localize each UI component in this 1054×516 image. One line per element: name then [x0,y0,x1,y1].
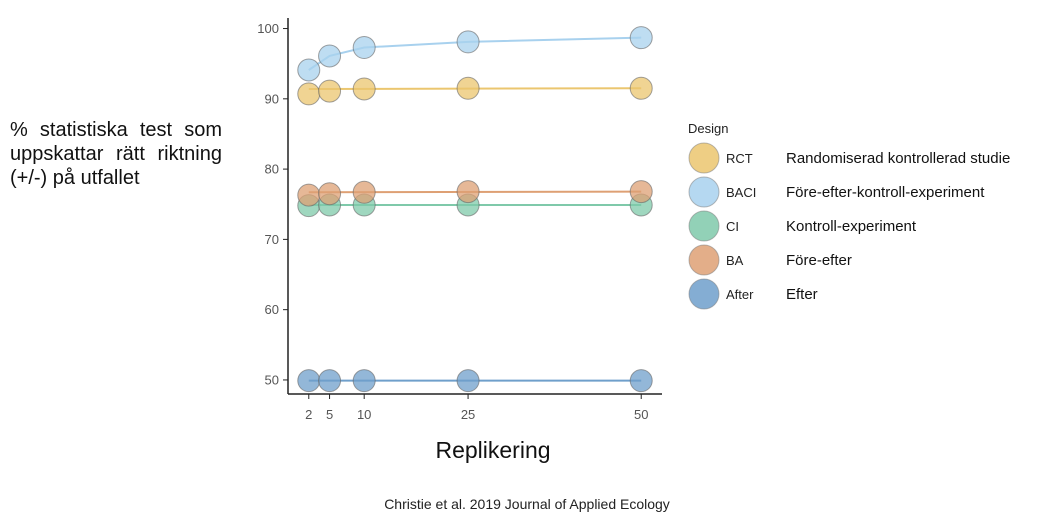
data-point-after [318,369,342,393]
legend-code-rct: RCT [726,151,753,166]
data-point-baci [352,36,376,60]
data-point-ba [318,182,342,206]
legend-label-baci: Före-efter-kontroll-experiment [786,184,985,201]
data-point-ba [297,183,321,207]
y-tick-label: 90 [265,91,279,106]
legend-code-ba: BA [726,253,744,268]
data-point-baci [297,58,321,82]
data-point-ba [629,180,653,204]
data-point-rct [456,76,480,100]
data-point-after [297,369,321,393]
y-tick-label: 50 [265,372,279,387]
citation-caption: Christie et al. 2019 Journal of Applied … [384,496,670,512]
x-tick-label: 5 [326,407,333,422]
axes: 50 60 70 80 90 100 2 5 10 25 50 Replikering [257,18,662,463]
data-points [297,26,653,393]
x-tick-label: 50 [634,407,648,422]
legend-code-after: After [726,287,754,302]
legend-label-after: Efter [786,286,818,303]
legend-swatch-rct [688,142,720,174]
data-point-baci [629,26,653,50]
y-tick-label: 70 [265,232,279,247]
data-point-ba [352,180,376,204]
legend-label-ci: Kontroll-experiment [786,218,917,235]
legend-title: Design [688,121,728,136]
data-point-rct [318,79,342,103]
x-tick-label: 25 [461,407,475,422]
x-tick-label: 2 [305,407,312,422]
data-point-after [629,369,653,393]
y-axis-label: % statistiska test som uppskattar rätt r… [10,119,222,189]
data-point-after [352,369,376,393]
legend-swatch-baci [688,176,720,208]
y-tick-label: 100 [257,21,279,36]
legend-swatch-ba [688,244,720,276]
y-tick-label: 60 [265,302,279,317]
data-point-after [456,369,480,393]
data-point-baci [318,44,342,68]
legend-swatch-ci [688,210,720,242]
data-point-rct [297,82,321,106]
data-point-rct [352,77,376,101]
legend-label-rct: Randomiserad kontrollerad studie [786,150,1010,167]
data-point-rct [629,76,653,100]
legend-code-baci: BACI [726,185,756,200]
legend-swatch-after [688,278,720,310]
y-tick-label: 80 [265,162,279,177]
legend-code-ci: CI [726,219,739,234]
x-tick-label: 10 [357,407,371,422]
legend: Design RCT Randomiserad kontrollerad studi… [688,121,1010,310]
data-point-ba [456,180,480,204]
legend-label-ba: Före-efter [786,252,852,269]
x-axis-label: Replikering [435,437,550,463]
data-point-baci [456,30,480,54]
